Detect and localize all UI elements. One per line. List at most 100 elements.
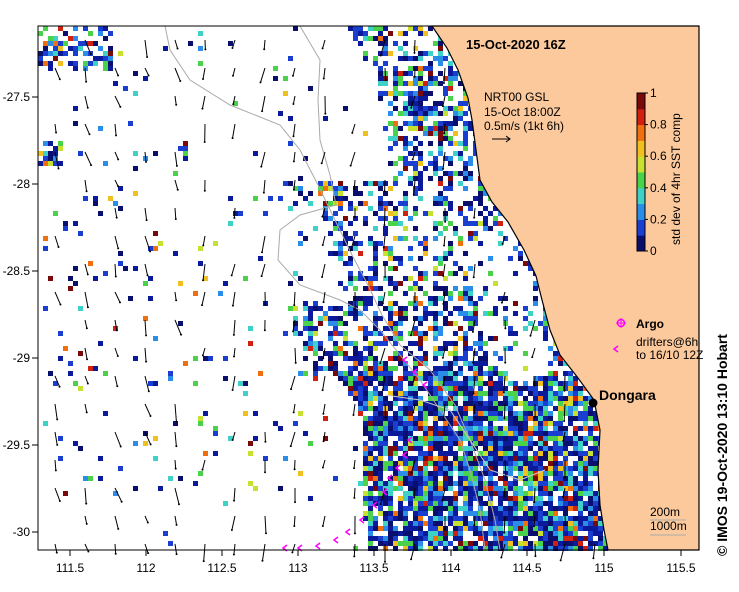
sst-pixel <box>423 126 428 131</box>
sst-pixel <box>418 156 423 161</box>
sst-pixel <box>568 541 573 546</box>
sst-pixel <box>218 291 223 296</box>
sst-pixel <box>438 451 443 456</box>
sst-pixel <box>433 416 438 421</box>
sst-pixel <box>503 376 508 381</box>
sst-pixel <box>563 446 568 451</box>
sst-pixel <box>433 316 438 321</box>
sst-pixel <box>498 506 503 511</box>
sst-pixel <box>193 481 198 486</box>
current-vector <box>442 403 446 420</box>
sst-pixel <box>438 121 443 126</box>
sst-pixel <box>413 106 418 111</box>
sst-pixel <box>503 316 508 321</box>
current-vector-head <box>291 551 294 554</box>
sst-pixel <box>363 431 368 436</box>
sst-pixel <box>418 106 423 111</box>
sst-pixel <box>453 536 458 541</box>
sst-pixel <box>373 211 378 216</box>
sst-pixel <box>373 436 378 441</box>
sst-pixel <box>458 521 463 526</box>
sst-pixel <box>378 96 383 101</box>
sst-pixel <box>48 276 53 281</box>
sst-pixel <box>503 451 508 456</box>
sst-pixel <box>383 91 388 96</box>
sst-pixel <box>563 381 568 386</box>
sst-pixel <box>433 121 438 126</box>
current-vector <box>144 151 147 162</box>
sst-pixel <box>548 536 553 541</box>
sst-pixel <box>418 96 423 101</box>
sst-pixel <box>548 501 553 506</box>
sst-pixel <box>458 531 463 536</box>
current-vector <box>114 431 122 447</box>
sst-pixel <box>478 486 483 491</box>
sst-pixel <box>358 271 363 276</box>
sst-pixel <box>188 41 193 46</box>
sst-pixel <box>403 546 408 551</box>
sst-pixel <box>363 36 368 41</box>
sst-pixel <box>463 201 468 206</box>
sst-pixel <box>543 406 548 411</box>
sst-pixel <box>433 426 438 431</box>
sst-pixel <box>378 31 383 36</box>
sst-pixel <box>388 31 393 36</box>
sst-pixel <box>333 251 338 256</box>
sst-pixel <box>78 151 83 156</box>
sst-pixel <box>433 511 438 516</box>
sst-pixel <box>558 486 563 491</box>
sst-pixel <box>588 411 593 416</box>
sst-pixel <box>443 106 448 111</box>
sst-pixel <box>373 486 378 491</box>
sst-pixel <box>453 116 458 121</box>
current-vector <box>54 487 61 502</box>
sst-pixel <box>463 311 468 316</box>
sst-pixel <box>378 66 383 71</box>
sst-pixel <box>373 411 378 416</box>
sst-pixel <box>593 506 598 511</box>
sst-pixel <box>368 531 373 536</box>
sst-pixel <box>383 376 388 381</box>
sst-pixel <box>493 281 498 286</box>
sst-pixel <box>383 446 388 451</box>
sst-pixel <box>448 246 453 251</box>
sst-pixel <box>363 456 368 461</box>
sst-pixel <box>323 416 328 421</box>
sst-pixel <box>468 311 473 316</box>
sst-pixel <box>548 511 553 516</box>
sst-pixel <box>428 461 433 466</box>
sst-pixel <box>388 481 393 486</box>
current-vector-head <box>85 522 88 525</box>
sst-pixel <box>453 376 458 381</box>
sst-pixel <box>408 256 413 261</box>
sst-pixel <box>418 91 423 96</box>
sst-pixel <box>408 216 413 221</box>
sst-pixel <box>418 511 423 516</box>
sst-pixel <box>513 456 518 461</box>
sst-pixel <box>363 371 368 376</box>
sst-pixel <box>563 541 568 546</box>
sst-pixel <box>443 456 448 461</box>
x-axis: 111.5 112 112.5 113 113.5 114 114.5 115 115.5 <box>56 550 696 575</box>
sst-pixel <box>483 216 488 221</box>
sst-pixel <box>588 531 593 536</box>
sst-pixel <box>443 316 448 321</box>
sst-pixel <box>503 431 508 436</box>
sst-pixel <box>428 476 433 481</box>
sst-pixel <box>408 371 413 376</box>
sst-pixel <box>443 436 448 441</box>
sst-pixel <box>383 126 388 131</box>
current-vector-head <box>441 105 444 108</box>
sst-pixel <box>383 201 388 206</box>
sst-pixel <box>523 431 528 436</box>
current-vector-head <box>532 525 535 528</box>
sst-pixel <box>538 421 543 426</box>
sst-pixel <box>133 441 138 446</box>
sst-pixel <box>183 151 188 156</box>
sst-pixel <box>513 311 518 316</box>
sst-pixel <box>438 446 443 451</box>
sst-pixel <box>433 286 438 291</box>
sst-pixel <box>423 131 428 136</box>
sst-pixel <box>363 461 368 466</box>
sst-pixel <box>498 356 503 361</box>
